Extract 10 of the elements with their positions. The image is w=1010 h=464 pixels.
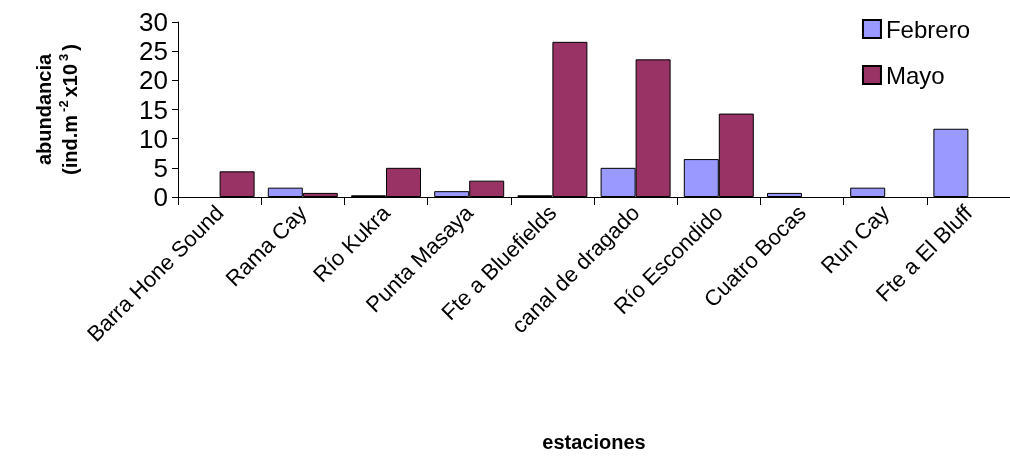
legend-label: Febrero xyxy=(885,15,971,43)
legend-label: Mayo xyxy=(885,61,945,89)
y-tick-label: 0 xyxy=(153,182,168,212)
y-tick-label: 20 xyxy=(139,65,168,96)
y-tick-label: 25 xyxy=(139,36,168,67)
y-tick-label: 10 xyxy=(139,123,168,154)
y-tick-label: 5 xyxy=(153,152,168,183)
y-tick-label: 15 xyxy=(139,94,168,125)
x-axis-title: estaciones xyxy=(542,431,646,453)
y-tick-label: 30 xyxy=(139,7,168,37)
